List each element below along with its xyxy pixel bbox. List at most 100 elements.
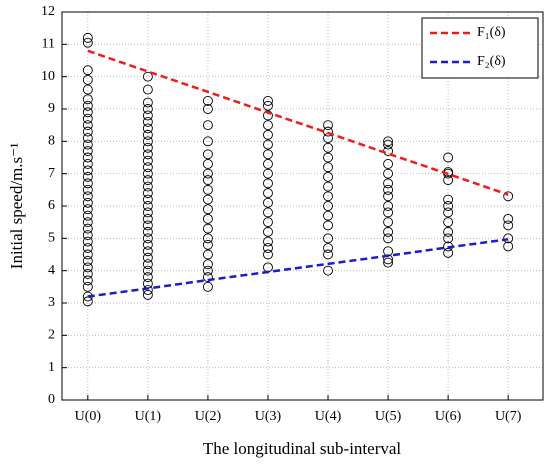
point <box>142 110 153 121</box>
point <box>202 239 213 250</box>
point <box>82 268 93 279</box>
point <box>443 207 454 218</box>
y-tick-label: 8 <box>48 134 55 149</box>
y-tick-label: 11 <box>42 37 55 52</box>
point <box>323 243 333 253</box>
point <box>443 217 454 228</box>
point <box>383 226 394 237</box>
point <box>82 191 93 202</box>
point <box>82 159 93 169</box>
point <box>383 178 394 189</box>
point <box>263 139 273 150</box>
point <box>82 84 93 95</box>
point <box>82 217 93 228</box>
point <box>202 175 213 186</box>
point <box>202 265 213 276</box>
point <box>263 226 273 237</box>
point <box>202 104 213 114</box>
point <box>142 142 153 153</box>
point <box>263 197 273 208</box>
point <box>142 181 153 192</box>
x-axis-title: The longitudinal sub-interval <box>203 439 402 458</box>
point <box>443 233 454 244</box>
point <box>383 207 394 218</box>
point <box>142 71 153 82</box>
y-axis-title: Initial speed/m.s⁻¹ <box>7 143 26 269</box>
point <box>202 168 213 179</box>
point <box>383 191 394 202</box>
point <box>443 152 454 163</box>
point <box>142 104 153 114</box>
point <box>503 191 514 202</box>
point <box>82 37 93 48</box>
point <box>142 155 153 166</box>
point <box>202 249 213 260</box>
point <box>142 272 153 283</box>
point <box>443 194 454 205</box>
point <box>142 207 153 218</box>
point <box>263 188 273 199</box>
y-tick-label: 7 <box>48 166 55 181</box>
x-tick-label: U(6) <box>435 409 462 424</box>
point <box>323 210 333 221</box>
point <box>82 126 93 137</box>
point <box>383 201 394 211</box>
point <box>443 175 454 186</box>
point <box>443 201 454 211</box>
point <box>142 220 153 231</box>
point <box>142 84 153 95</box>
point <box>82 210 93 221</box>
point <box>82 100 93 111</box>
point <box>383 184 394 195</box>
point <box>142 213 153 224</box>
point <box>142 149 153 160</box>
point <box>383 257 394 268</box>
point <box>82 107 93 118</box>
point <box>142 162 153 173</box>
point <box>142 123 153 134</box>
point <box>82 165 93 176</box>
point <box>82 32 93 43</box>
point <box>263 168 273 179</box>
x-tick-label: U(3) <box>255 409 282 424</box>
point <box>142 201 153 211</box>
point <box>142 194 153 205</box>
point <box>202 194 213 205</box>
point <box>323 120 333 131</box>
point <box>202 281 213 292</box>
point <box>202 149 213 160</box>
point <box>202 213 213 224</box>
plot-frame <box>61 11 544 401</box>
point <box>142 289 153 300</box>
y-tick-label: 0 <box>48 392 55 407</box>
point <box>383 217 394 228</box>
point <box>142 252 153 263</box>
point <box>82 249 93 260</box>
point <box>82 171 93 182</box>
point <box>82 113 93 124</box>
point <box>82 74 93 85</box>
legend-box <box>421 17 539 79</box>
point <box>323 265 333 276</box>
point <box>323 201 333 211</box>
point <box>142 233 153 244</box>
point <box>202 233 213 244</box>
point <box>142 259 153 270</box>
point <box>323 171 333 182</box>
point <box>383 233 394 244</box>
point <box>202 95 213 106</box>
point <box>202 204 213 215</box>
point <box>142 136 153 147</box>
trend-line <box>87 49 509 196</box>
point <box>202 120 213 131</box>
point <box>142 265 153 276</box>
point <box>323 126 333 137</box>
y-tick-label: 1 <box>48 360 55 375</box>
y-tick-label: 9 <box>48 101 55 116</box>
point <box>263 217 273 228</box>
point <box>323 162 333 173</box>
x-tick-label: U(4) <box>315 409 342 424</box>
point <box>82 94 93 105</box>
point <box>82 256 93 266</box>
